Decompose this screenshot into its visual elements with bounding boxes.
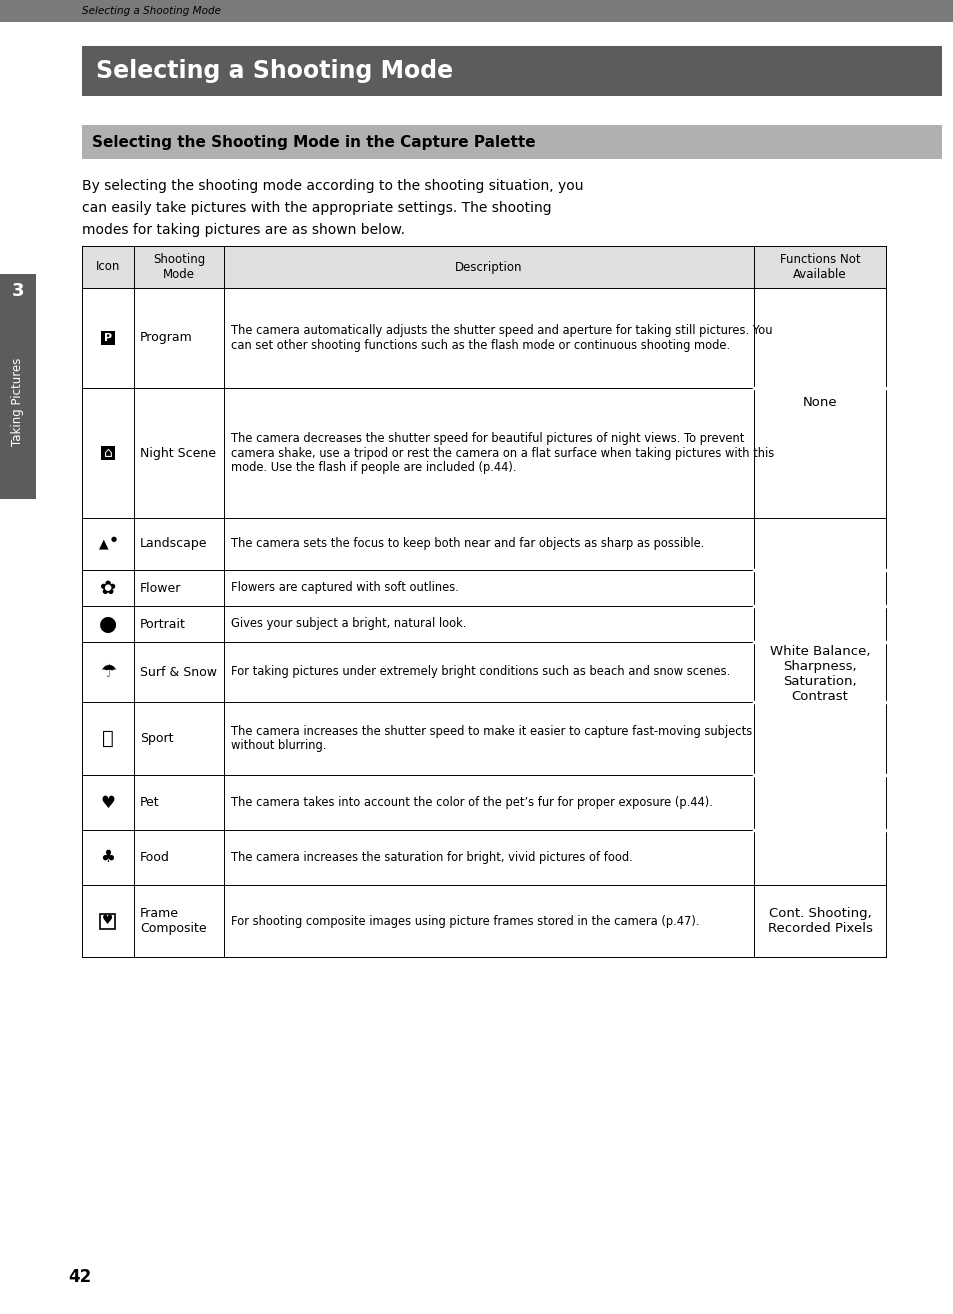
Text: Portrait: Portrait <box>140 618 186 631</box>
Text: 42: 42 <box>68 1268 91 1286</box>
Bar <box>101 445 115 460</box>
Text: ✿: ✿ <box>100 578 116 598</box>
Text: Selecting a Shooting Mode: Selecting a Shooting Mode <box>82 7 221 16</box>
Text: Flowers are captured with soft outlines.: Flowers are captured with soft outlines. <box>231 582 458 594</box>
Text: camera shake, use a tripod or rest the camera on a flat surface when taking pict: camera shake, use a tripod or rest the c… <box>231 447 774 460</box>
Text: The camera increases the shutter speed to make it easier to capture fast-moving : The camera increases the shutter speed t… <box>231 725 752 737</box>
Text: Sport: Sport <box>140 732 173 745</box>
Text: ▲: ▲ <box>99 537 109 551</box>
Text: ♣: ♣ <box>100 849 115 866</box>
Text: The camera increases the saturation for bright, vivid pictures of food.: The camera increases the saturation for … <box>231 851 632 865</box>
Text: Shooting
Mode: Shooting Mode <box>152 254 205 281</box>
Text: Landscape: Landscape <box>140 537 208 551</box>
Text: The camera sets the focus to keep both near and far objects as sharp as possible: The camera sets the focus to keep both n… <box>231 537 703 551</box>
Text: Gives your subject a bright, natural look.: Gives your subject a bright, natural loo… <box>231 618 466 631</box>
Text: None: None <box>801 397 837 410</box>
Text: By selecting the shooting mode according to the shooting situation, you: By selecting the shooting mode according… <box>82 179 583 193</box>
Text: without blurring.: without blurring. <box>231 740 326 752</box>
Bar <box>100 913 115 929</box>
Text: Frame
Composite: Frame Composite <box>140 907 207 936</box>
Text: ●: ● <box>99 614 117 633</box>
Text: modes for taking pictures are as shown below.: modes for taking pictures are as shown b… <box>82 223 405 237</box>
Text: Program: Program <box>140 331 193 344</box>
Text: The camera takes into account the color of the pet’s fur for proper exposure (p.: The camera takes into account the color … <box>231 796 712 809</box>
Text: Functions Not
Available: Functions Not Available <box>779 254 860 281</box>
Text: Surf & Snow: Surf & Snow <box>140 665 216 678</box>
Text: For taking pictures under extremely bright conditions such as beach and snow sce: For taking pictures under extremely brig… <box>231 665 729 678</box>
Bar <box>0 275 36 499</box>
Text: P: P <box>104 332 112 343</box>
Text: Description: Description <box>455 260 522 273</box>
Text: ⛹: ⛹ <box>102 729 113 748</box>
Text: Pet: Pet <box>140 796 159 809</box>
Text: Icon: Icon <box>95 260 120 273</box>
Text: Selecting a Shooting Mode: Selecting a Shooting Mode <box>96 59 453 83</box>
Bar <box>0 0 953 22</box>
Text: ☂: ☂ <box>100 664 116 681</box>
Text: The camera automatically adjusts the shutter speed and aperture for taking still: The camera automatically adjusts the shu… <box>231 325 772 338</box>
Text: Night Scene: Night Scene <box>140 447 215 460</box>
Text: ♥: ♥ <box>102 915 113 928</box>
Text: Taking Pictures: Taking Pictures <box>11 357 25 445</box>
Bar <box>82 46 941 96</box>
Text: For shooting composite images using picture frames stored in the camera (p.47).: For shooting composite images using pict… <box>231 915 699 928</box>
Text: 3: 3 <box>11 283 24 300</box>
Text: can easily take pictures with the appropriate settings. The shooting: can easily take pictures with the approp… <box>82 201 551 215</box>
Text: can set other shooting functions such as the flash mode or continuous shooting m: can set other shooting functions such as… <box>231 339 729 352</box>
Text: ⌂: ⌂ <box>104 445 112 460</box>
Text: Flower: Flower <box>140 582 181 594</box>
Text: Food: Food <box>140 851 170 865</box>
Bar <box>101 331 115 346</box>
Bar <box>82 125 941 159</box>
Text: Selecting the Shooting Mode in the Capture Palette: Selecting the Shooting Mode in the Captu… <box>91 134 535 150</box>
Text: The camera decreases the shutter speed for beautiful pictures of night views. To: The camera decreases the shutter speed f… <box>231 432 743 445</box>
Text: White Balance,
Sharpness,
Saturation,
Contrast: White Balance, Sharpness, Saturation, Co… <box>769 645 869 703</box>
Text: ●: ● <box>111 536 117 541</box>
Text: Cont. Shooting,
Recorded Pixels: Cont. Shooting, Recorded Pixels <box>767 907 872 936</box>
Text: mode. Use the flash if people are included (p.44).: mode. Use the flash if people are includ… <box>231 461 516 474</box>
Text: ♥: ♥ <box>100 794 115 812</box>
Bar <box>82 246 885 288</box>
